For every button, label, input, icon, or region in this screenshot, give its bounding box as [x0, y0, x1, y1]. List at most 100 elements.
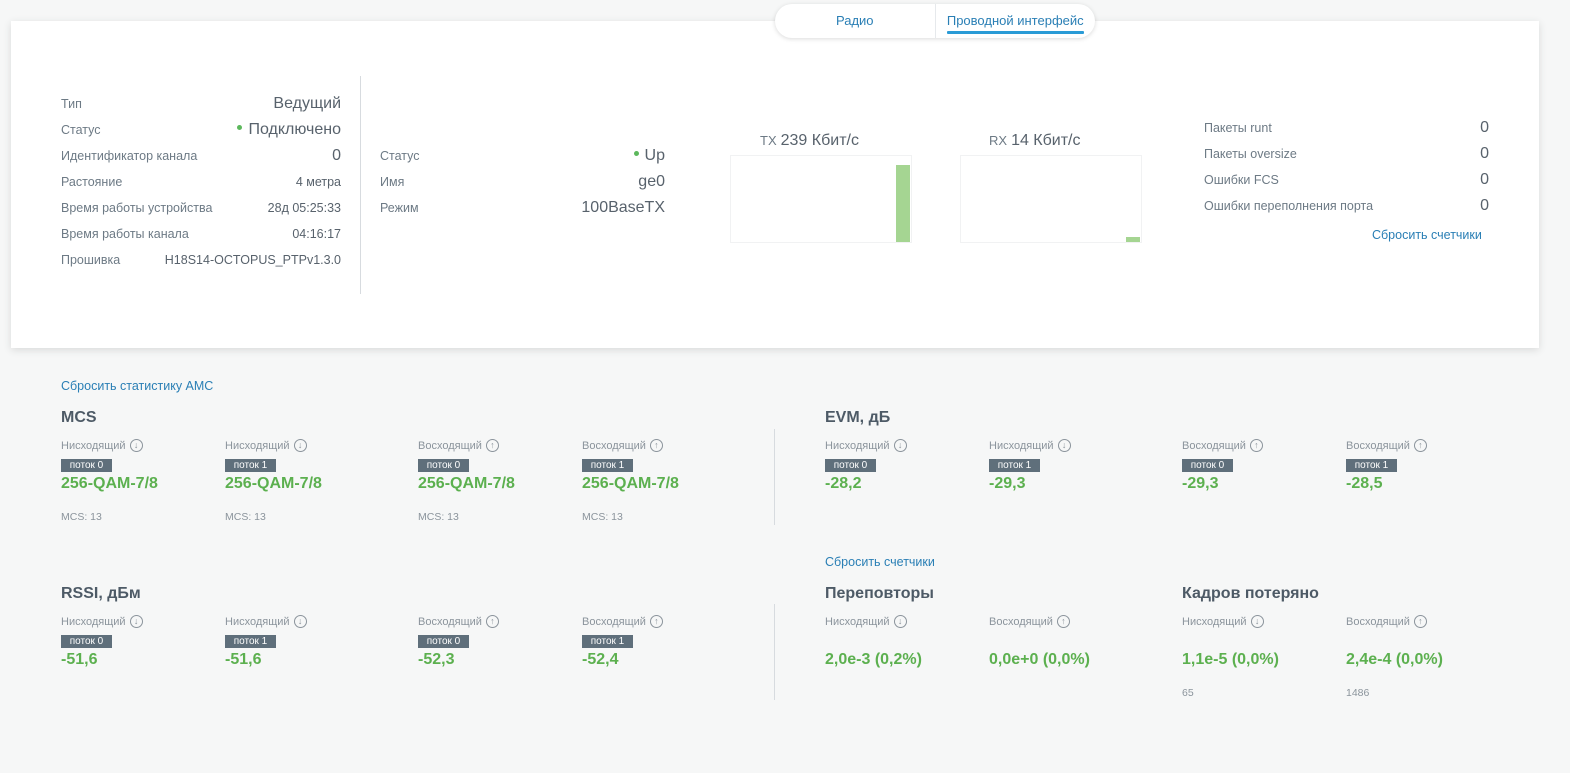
tx-value: 239 Кбит/с	[780, 132, 859, 149]
mcs-direction: Нисходящий ↓	[61, 439, 143, 452]
rssi-value: -52,3	[418, 651, 455, 668]
mcs-index-note: MCS: 13	[418, 511, 459, 523]
mcs-index-note: MCS: 13	[61, 511, 102, 523]
tab-radio[interactable]: Радио	[775, 4, 935, 38]
arrow-up-icon: ↑	[649, 439, 663, 452]
iface-mode-value: 100BaseTX	[581, 199, 665, 216]
evm-direction: Восходящий ↑	[1346, 439, 1427, 452]
direction-label: Восходящий	[1346, 439, 1410, 452]
reset-amc-stats-link[interactable]: Сбросить статистику AMC	[61, 379, 214, 393]
arrow-down-icon: ↓	[893, 615, 907, 628]
uptime-channel-value: 04:16:17	[292, 227, 341, 241]
firmware-value: H18S14-OCTOPUS_PTPv1.3.0	[164, 253, 341, 267]
arrow-down-icon: ↓	[129, 439, 143, 452]
evm-value: -29,3	[989, 475, 1026, 492]
stream-badge: поток 0	[61, 459, 112, 472]
iface-name-label: Имя	[380, 175, 405, 189]
counter-label: Пакеты oversize	[1204, 147, 1297, 161]
retransmits-direction: Восходящий ↑	[989, 615, 1070, 628]
interface-tabs: Радио Проводной интерфейс	[775, 4, 1095, 38]
arrow-up-icon: ↑	[1056, 615, 1070, 628]
direction-label: Нисходящий	[825, 439, 890, 452]
counter-row: Пакеты oversize 0	[1204, 145, 1489, 163]
retransmits-title: Переповторы	[825, 585, 934, 602]
arrow-down-icon: ↓	[1250, 615, 1264, 628]
lost-frames-direction: Нисходящий ↓	[1182, 615, 1264, 628]
device-status-row: Статус Подключено	[61, 121, 341, 139]
stream-badge: поток 1	[225, 635, 276, 648]
mcs-title: MCS	[61, 409, 97, 426]
divider	[360, 76, 361, 294]
reset-retransmit-counters-link[interactable]: Сбросить счетчики	[825, 555, 935, 569]
counter-value: 0	[1480, 171, 1489, 188]
status-dot-icon	[633, 151, 639, 157]
device-type-row: Тип Ведущий	[61, 95, 341, 113]
iface-status-label: Статус	[380, 149, 420, 163]
direction-label: Восходящий	[989, 615, 1053, 628]
iface-status-value: Up	[644, 147, 665, 164]
rssi-direction: Восходящий ↑	[582, 615, 663, 628]
mcs-index-note: MCS: 13	[582, 511, 623, 523]
direction-label: Нисходящий	[61, 439, 126, 452]
device-status-value: Подключено	[248, 121, 341, 138]
firmware-label: Прошивка	[61, 253, 121, 267]
retransmits-value: 0,0e+0 (0,0%)	[989, 651, 1090, 668]
arrow-up-icon: ↑	[649, 615, 663, 628]
counter-label: Ошибки FCS	[1204, 173, 1279, 187]
direction-label: Нисходящий	[1182, 615, 1247, 628]
uptime-channel-label: Время работы канала	[61, 227, 189, 241]
mcs-direction: Восходящий ↑	[418, 439, 499, 452]
evm-value: -28,2	[825, 475, 862, 492]
rssi-direction: Восходящий ↑	[418, 615, 499, 628]
stream-badge: поток 0	[61, 635, 112, 648]
arrow-up-icon: ↑	[485, 615, 499, 628]
counter-value: 0	[1480, 197, 1489, 214]
status-card: Тип Ведущий Статус Подключено Идентифика…	[11, 21, 1539, 348]
channel-id-value: 0	[332, 147, 341, 164]
divider	[774, 604, 775, 700]
tx-bar	[896, 165, 910, 242]
iface-mode-label: Режим	[380, 201, 419, 215]
rssi-title: RSSI, дБм	[61, 585, 141, 602]
mcs-value: 256-QAM-7/8	[582, 475, 679, 492]
arrow-up-icon: ↑	[1413, 615, 1427, 628]
counter-row: Ошибки FCS 0	[1204, 171, 1489, 189]
iface-name-value: ge0	[638, 173, 665, 190]
distance-label: Растояние	[61, 175, 123, 189]
arrow-down-icon: ↓	[893, 439, 907, 452]
evm-value: -29,3	[1182, 475, 1219, 492]
direction-label: Нисходящий	[225, 439, 290, 452]
tx-prefix: TX	[760, 133, 777, 148]
iface-status: Up	[633, 147, 665, 165]
rx-prefix: RX	[989, 133, 1008, 148]
channel-id-label: Идентификатор канала	[61, 149, 198, 163]
retransmits-direction: Нисходящий ↓	[825, 615, 907, 628]
device-type-label: Тип	[61, 97, 82, 111]
stream-badge: поток 0	[418, 635, 469, 648]
device-type-value: Ведущий	[273, 95, 341, 112]
counter-value: 0	[1480, 119, 1489, 136]
arrow-down-icon: ↓	[1057, 439, 1071, 452]
divider	[774, 429, 775, 525]
distance-value: 4 метра	[295, 175, 341, 189]
counter-row: Пакеты runt 0	[1204, 119, 1489, 137]
reset-counters-link[interactable]: Сбросить счетчики	[1372, 228, 1482, 242]
rssi-direction: Нисходящий ↓	[61, 615, 143, 628]
stream-badge: поток 0	[1182, 459, 1233, 472]
tx-rate: TX 239 Кбит/с	[760, 132, 859, 150]
arrow-down-icon: ↓	[293, 615, 307, 628]
mcs-direction: Восходящий ↑	[582, 439, 663, 452]
iface-mode-row: Режим 100BaseTX	[380, 199, 665, 217]
stream-badge: поток 1	[1346, 459, 1397, 472]
iface-name-row: Имя ge0	[380, 173, 665, 191]
rx-chart	[960, 155, 1142, 243]
direction-label: Нисходящий	[825, 615, 890, 628]
rssi-value: -51,6	[61, 651, 98, 668]
rx-value: 14 Кбит/с	[1011, 132, 1081, 149]
direction-label: Нисходящий	[225, 615, 290, 628]
direction-label: Восходящий	[418, 439, 482, 452]
tab-wired-interface[interactable]: Проводной интерфейс	[934, 4, 1096, 38]
direction-label: Восходящий	[582, 439, 646, 452]
status-dot-icon	[237, 125, 243, 131]
mcs-value: 256-QAM-7/8	[225, 475, 322, 492]
